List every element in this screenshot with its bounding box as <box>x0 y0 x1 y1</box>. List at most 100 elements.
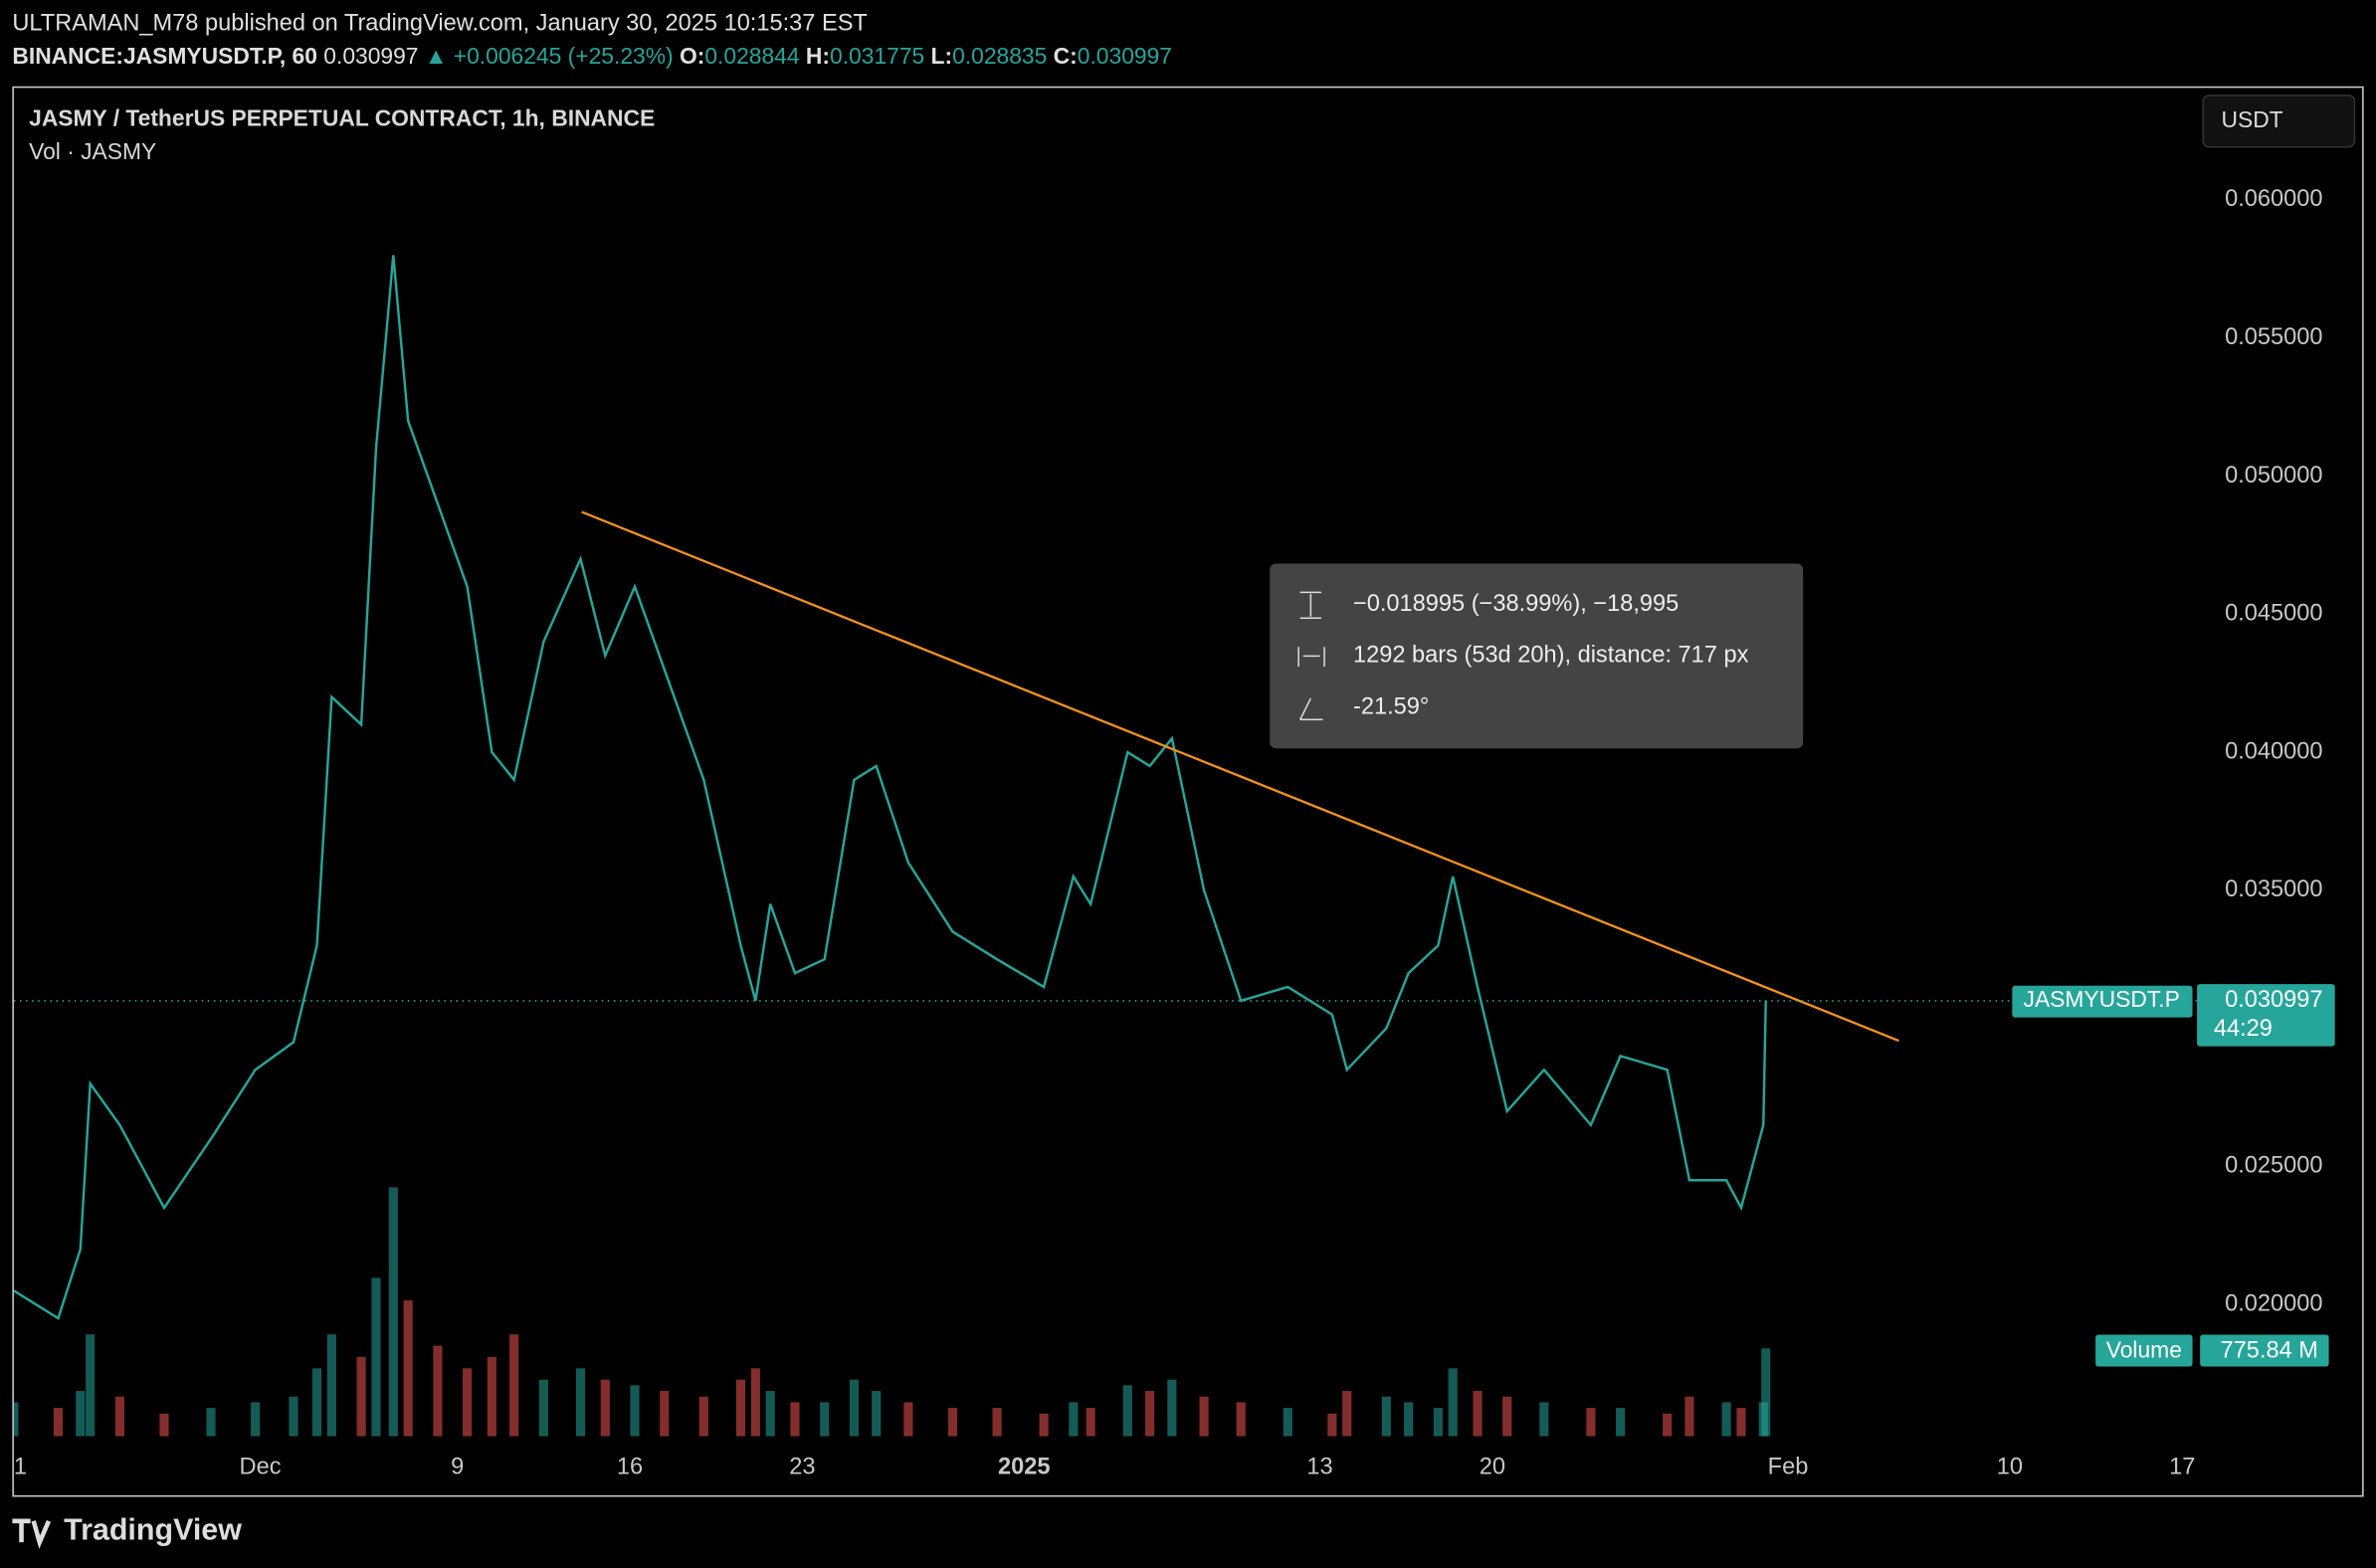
volume-bar <box>311 1368 322 1437</box>
volume-bar <box>1236 1402 1246 1437</box>
volume-bar <box>1433 1408 1443 1437</box>
plot: 21 Dec 9 16 23 2025 13 20 Feb 10 17 <box>1 255 2198 1480</box>
chart-subtitle: Vol · JASMY <box>29 138 156 164</box>
volume-bar <box>251 1402 261 1437</box>
icon <box>1297 647 1325 667</box>
x-tick-label: 21 <box>1 1455 27 1480</box>
volume-bar <box>114 1396 124 1437</box>
volume-bar <box>1539 1402 1549 1437</box>
y-tick-label: 0.040000 <box>2225 738 2322 764</box>
volume-bar <box>1086 1408 1095 1437</box>
volume-bar <box>76 1391 86 1437</box>
currency-button[interactable] <box>2202 95 2356 148</box>
volume-bar <box>1502 1396 1512 1437</box>
volume-bar <box>872 1391 882 1437</box>
volume-bar <box>1327 1413 1337 1437</box>
currency-label[interactable]: USDT <box>2221 106 2282 132</box>
volume-bar <box>1616 1408 1626 1437</box>
volume-bar <box>1473 1391 1483 1437</box>
volume-bar <box>735 1379 746 1437</box>
icon <box>1299 591 1321 620</box>
volume-bar <box>1381 1396 1391 1437</box>
symbol: BINANCE:JASMYUSDT.P, 60 <box>12 43 317 69</box>
ohlc-key: H: <box>806 43 830 69</box>
volume-bar <box>765 1391 775 1437</box>
volume-bar <box>159 1413 169 1437</box>
volume-bar <box>538 1379 548 1437</box>
volume-bar <box>86 1334 96 1437</box>
volume-bar <box>1199 1396 1209 1437</box>
x-tick-label: Feb <box>1768 1455 1809 1480</box>
tooltip-line: -21.59° <box>1353 693 1429 719</box>
volume-bar <box>1039 1413 1049 1437</box>
volume-bar <box>1721 1402 1731 1437</box>
x-tick-label: 10 <box>1997 1455 2023 1480</box>
volume-bar <box>575 1368 586 1437</box>
y-tick-label: 0.060000 <box>2225 186 2322 212</box>
symbol-line: BINANCE:JASMYUSDT.P, 60 0.030997 ▲ +0.00… <box>12 43 1172 69</box>
price-tag <box>2197 984 2335 1047</box>
volume-tag-label: Volume <box>2106 1336 2182 1362</box>
ohlc-key: O: <box>680 43 704 69</box>
volume-bar <box>1586 1408 1596 1437</box>
volume-bar <box>371 1277 381 1437</box>
tooltip-line: 1292 bars (53d 20h), distance: 717 px <box>1353 643 1749 669</box>
trendline <box>581 510 1899 1043</box>
price-tag-label: 0.030997 <box>2225 987 2322 1013</box>
volume-bar <box>947 1408 958 1437</box>
chart-frame <box>12 86 2364 1497</box>
volume-bar <box>1167 1379 1177 1437</box>
x-tick-label: 20 <box>1480 1455 1505 1480</box>
ohlc-value: 0.028844 <box>704 43 800 69</box>
y-tick-label: 0.020000 <box>2225 1290 2322 1316</box>
volume-bar <box>849 1379 859 1437</box>
change: ▲ +0.006245 (+25.23%) <box>425 43 674 69</box>
brand: TradingView <box>64 1513 242 1547</box>
volume-bar <box>206 1408 216 1437</box>
y-tick-label: 0.045000 <box>2225 601 2322 627</box>
volume-bar <box>1684 1396 1694 1437</box>
price-line <box>13 255 1767 1320</box>
y-tick-label: 0.055000 <box>2225 324 2322 350</box>
x-tick-label: 17 <box>2169 1455 2195 1480</box>
symbol-tag-label: JASMYUSDT.P <box>2024 986 2180 1012</box>
axes: 0.0200000.0250000.0300000.0350000.040000… <box>2012 186 2335 1367</box>
volume-bar <box>326 1334 336 1437</box>
ohlc-value: 0.030997 <box>1078 43 1172 69</box>
symbol-tag <box>2012 985 2193 1018</box>
volume-bar <box>356 1356 366 1437</box>
last: 0.030997 <box>323 43 418 69</box>
volume-bar <box>630 1385 640 1437</box>
volume-bar <box>820 1402 830 1437</box>
volume-bar <box>463 1368 473 1437</box>
volume-bar <box>660 1391 670 1437</box>
ohlc-key: C: <box>1054 43 1078 69</box>
icon <box>1298 697 1323 721</box>
volume-bar <box>13 1402 19 1437</box>
tooltip-box <box>1270 563 1804 749</box>
x-tick-label: 13 <box>1306 1455 1332 1480</box>
volume-bar <box>1663 1413 1673 1437</box>
y-tick-label: 0.025000 <box>2225 1153 2322 1179</box>
volume-bar <box>903 1402 913 1437</box>
volume-bar <box>289 1396 298 1437</box>
x-tick-label: 9 <box>451 1455 464 1480</box>
measure-tooltip: −0.018995 (−38.99%), −18,995 1292 bars (… <box>1270 563 1804 749</box>
volume-bar <box>388 1187 398 1437</box>
volume-bar <box>1069 1402 1079 1437</box>
volume-bar <box>403 1300 413 1437</box>
volume-bar <box>698 1396 708 1437</box>
y-tick-label: 0.050000 <box>2225 463 2322 489</box>
volume-bar <box>790 1402 800 1437</box>
ohlc-value: 0.031775 <box>830 43 924 69</box>
volume-bar <box>1736 1408 1746 1437</box>
x-tick-label: 16 <box>617 1455 643 1480</box>
volume-bar <box>1342 1391 1352 1437</box>
y-tick-label: 0.035000 <box>2225 877 2322 902</box>
volume-bar <box>600 1379 610 1437</box>
volume-bar <box>992 1408 1002 1437</box>
volume-bar <box>509 1334 519 1437</box>
